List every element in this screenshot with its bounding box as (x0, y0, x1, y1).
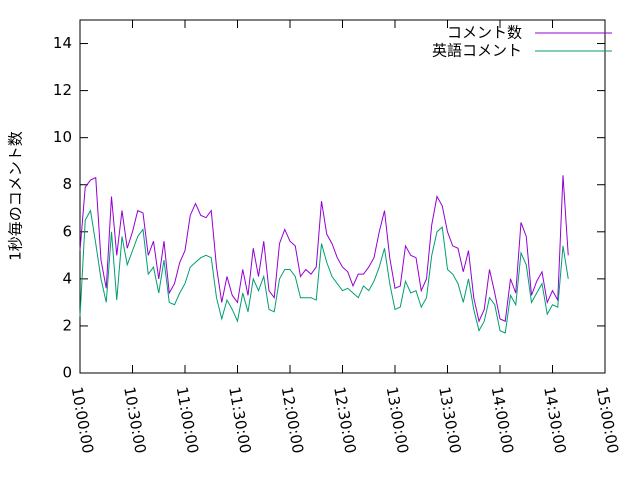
y-tick-label: 2 (62, 316, 72, 334)
plot-frame (79, 19, 606, 374)
y-tick-label: 14 (53, 34, 72, 52)
x-tick-label: 12:30:00 (330, 385, 359, 454)
legend-label: コメント数 (447, 24, 522, 42)
x-tick-label: 10:30:00 (120, 385, 149, 454)
data-line (79, 209, 569, 334)
data-line (79, 175, 569, 323)
x-tick-label: 15:00:00 (593, 385, 622, 454)
x-tick-label: 11:30:00 (225, 385, 254, 454)
legend-label: 英語コメント (432, 42, 522, 60)
x-tick-label: 13:30:00 (435, 385, 464, 454)
y-tick-label: 4 (62, 269, 72, 287)
x-tick-label: 12:00:00 (278, 385, 307, 454)
y-tick-label: 10 (53, 128, 72, 146)
y-tick-label: 6 (62, 222, 72, 240)
x-tick-label: 14:30:00 (540, 385, 569, 454)
y-tick-label: 12 (53, 81, 72, 99)
x-tick-label: 14:00:00 (488, 385, 517, 454)
x-tick-label: 10:00:00 (68, 385, 97, 454)
y-axis-label: 1秒毎のコメント数 (7, 131, 25, 261)
x-tick-label: 11:00:00 (173, 385, 202, 454)
x-tick-label: 13:00:00 (383, 385, 412, 454)
y-tick-label: 8 (62, 175, 72, 193)
y-tick-label: 0 (62, 364, 72, 382)
